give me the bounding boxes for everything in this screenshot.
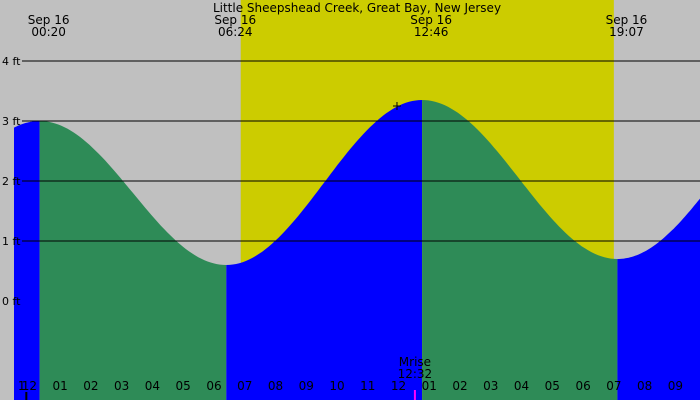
hour-tick-label: 03	[483, 379, 498, 393]
hour-tick-label: 05	[545, 379, 560, 393]
hour-tick-label: 10	[329, 379, 344, 393]
rising-tide-area	[617, 198, 700, 400]
hour-tick-label: 09	[668, 379, 683, 393]
hour-tick-label: 02	[452, 379, 467, 393]
extreme-time: 00:20	[31, 25, 66, 39]
extreme-date: Sep 16	[214, 13, 256, 27]
tide-areas	[14, 100, 700, 400]
hour-tick-label: 01	[53, 379, 68, 393]
moon-event-label: Mrise	[399, 355, 431, 369]
moon-event-time: 12:32	[398, 367, 433, 381]
hour-tick-label: 09	[299, 379, 314, 393]
hour-tick-label: 12	[391, 379, 406, 393]
extreme-date: Sep 16	[606, 13, 648, 27]
y-tick-label: 4 ft	[2, 55, 21, 68]
hour-tick-label: 11	[360, 379, 375, 393]
gridlines	[22, 60, 700, 242]
hour-tick-label: 05	[176, 379, 191, 393]
y-axis-labels: 0 ft 1 ft 2 ft 3 ft 4 ft	[2, 55, 21, 308]
y-tick-label: 2 ft	[2, 175, 21, 188]
hour-tick-label: 04	[514, 379, 529, 393]
extreme-time: 06:24	[218, 25, 253, 39]
y-tick-label: 3 ft	[2, 115, 21, 128]
hour-tick-label: 02	[83, 379, 98, 393]
rising-tide-area	[14, 121, 40, 400]
hour-tick-label: 08	[268, 379, 283, 393]
hour-tick-label: 1	[18, 379, 26, 393]
hour-tick-label: 01	[422, 379, 437, 393]
rising-tide-area	[226, 100, 423, 400]
chart-title: Little Sheepshead Creek, Great Bay, New …	[213, 1, 501, 15]
hour-axis-labels: 112 01 02 03 04 05 06 07 08 09 10 11 12 01 02 03 04 05 06 0…	[18, 379, 683, 393]
hour-tick-label: 07	[606, 379, 621, 393]
markers	[25, 102, 416, 400]
hour-tick-label: 06	[575, 379, 590, 393]
falling-tide-area	[39, 121, 227, 400]
hour-tick-label: 08	[637, 379, 652, 393]
hour-tick-label: 06	[206, 379, 221, 393]
hour-tick-label: 04	[145, 379, 160, 393]
hour-tick-label: 12	[22, 379, 37, 393]
y-tick-label: 0 ft	[2, 295, 21, 308]
extreme-date: Sep 16	[410, 13, 452, 27]
y-tick-label: 1 ft	[2, 235, 21, 248]
falling-tide-area	[422, 100, 618, 400]
extreme-time: 12:46	[414, 25, 449, 39]
hour-tick-label: 03	[114, 379, 129, 393]
extreme-time: 19:07	[609, 25, 644, 39]
extreme-date: Sep 16	[28, 13, 70, 27]
hour-tick-label: 07	[237, 379, 252, 393]
